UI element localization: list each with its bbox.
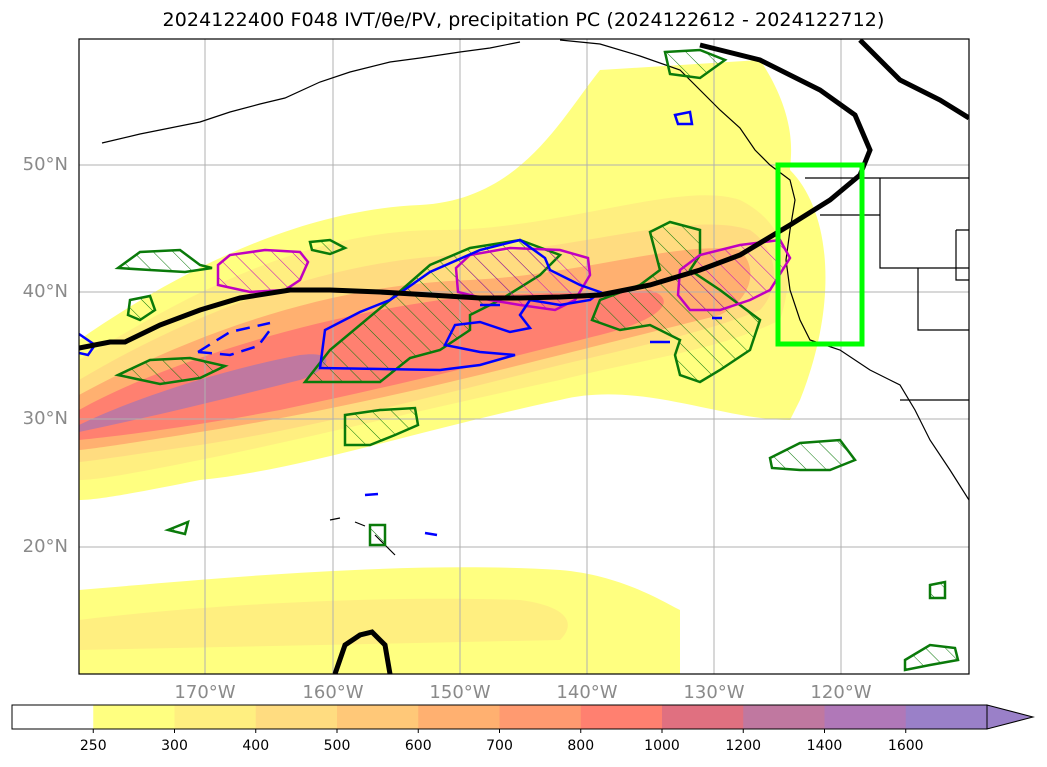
colorbar (11, 704, 1035, 733)
colorbar-segment (255, 705, 338, 729)
colorbar-tick-label: 700 (486, 738, 513, 754)
map-title: 2024122400 F048 IVT/θe/PV, precipitation… (162, 9, 885, 31)
colorbar-segment (743, 705, 825, 729)
colorbar-tick-label: 600 (404, 738, 432, 754)
colorbar-segment (93, 705, 175, 729)
colorbar-tick-label: 300 (161, 738, 188, 754)
target-region-box (775, 162, 865, 347)
colorbar-tick-label: 1200 (725, 738, 762, 754)
colorbar-tick-label: 500 (323, 738, 351, 754)
colorbar-tick-label: 1600 (887, 738, 924, 754)
colorbar-segment (580, 705, 663, 729)
ivt-band-1200 (79, 354, 327, 432)
colorbar-segment (662, 705, 744, 729)
plot-area (79, 39, 969, 674)
lon-label-150w: 150°W (429, 682, 491, 703)
jet-line (79, 39, 969, 674)
colorbar-tick-label: 400 (242, 738, 270, 754)
colorbar-segment (12, 705, 94, 729)
lon-label-160w: 160°W (302, 682, 364, 703)
lat-label-50: 50°N (22, 154, 68, 175)
colorbar-tick-label: 250 (79, 738, 107, 754)
colorbar-extend-arrow (986, 704, 1035, 730)
colorbar-segment (499, 705, 582, 729)
colorbar-segment (174, 705, 257, 729)
pv-contours (79, 110, 722, 537)
theta-contours (216, 238, 792, 312)
colorbar-segment (905, 705, 988, 729)
colorbar-tick-label: 1400 (806, 738, 843, 754)
lat-label-30: 30°N (22, 408, 68, 429)
colorbar-segment (824, 705, 907, 729)
colorbar-tick-label: 1000 (644, 738, 680, 754)
lon-label-170w: 170°W (174, 682, 236, 703)
colorbar-segment (418, 705, 500, 729)
lon-label-130w: 130°W (683, 682, 745, 703)
lon-label-120w: 120°W (810, 682, 872, 703)
coastlines (101, 39, 969, 556)
lon-label-140w: 140°W (556, 682, 618, 703)
ivt-band-200-south-inner (79, 598, 568, 650)
colorbar-tick-label: 800 (567, 738, 595, 754)
lat-label-20: 20°N (22, 536, 68, 557)
colorbar-segment (337, 705, 419, 729)
lat-label-40: 40°N (22, 281, 68, 302)
plot-frame (78, 38, 970, 675)
